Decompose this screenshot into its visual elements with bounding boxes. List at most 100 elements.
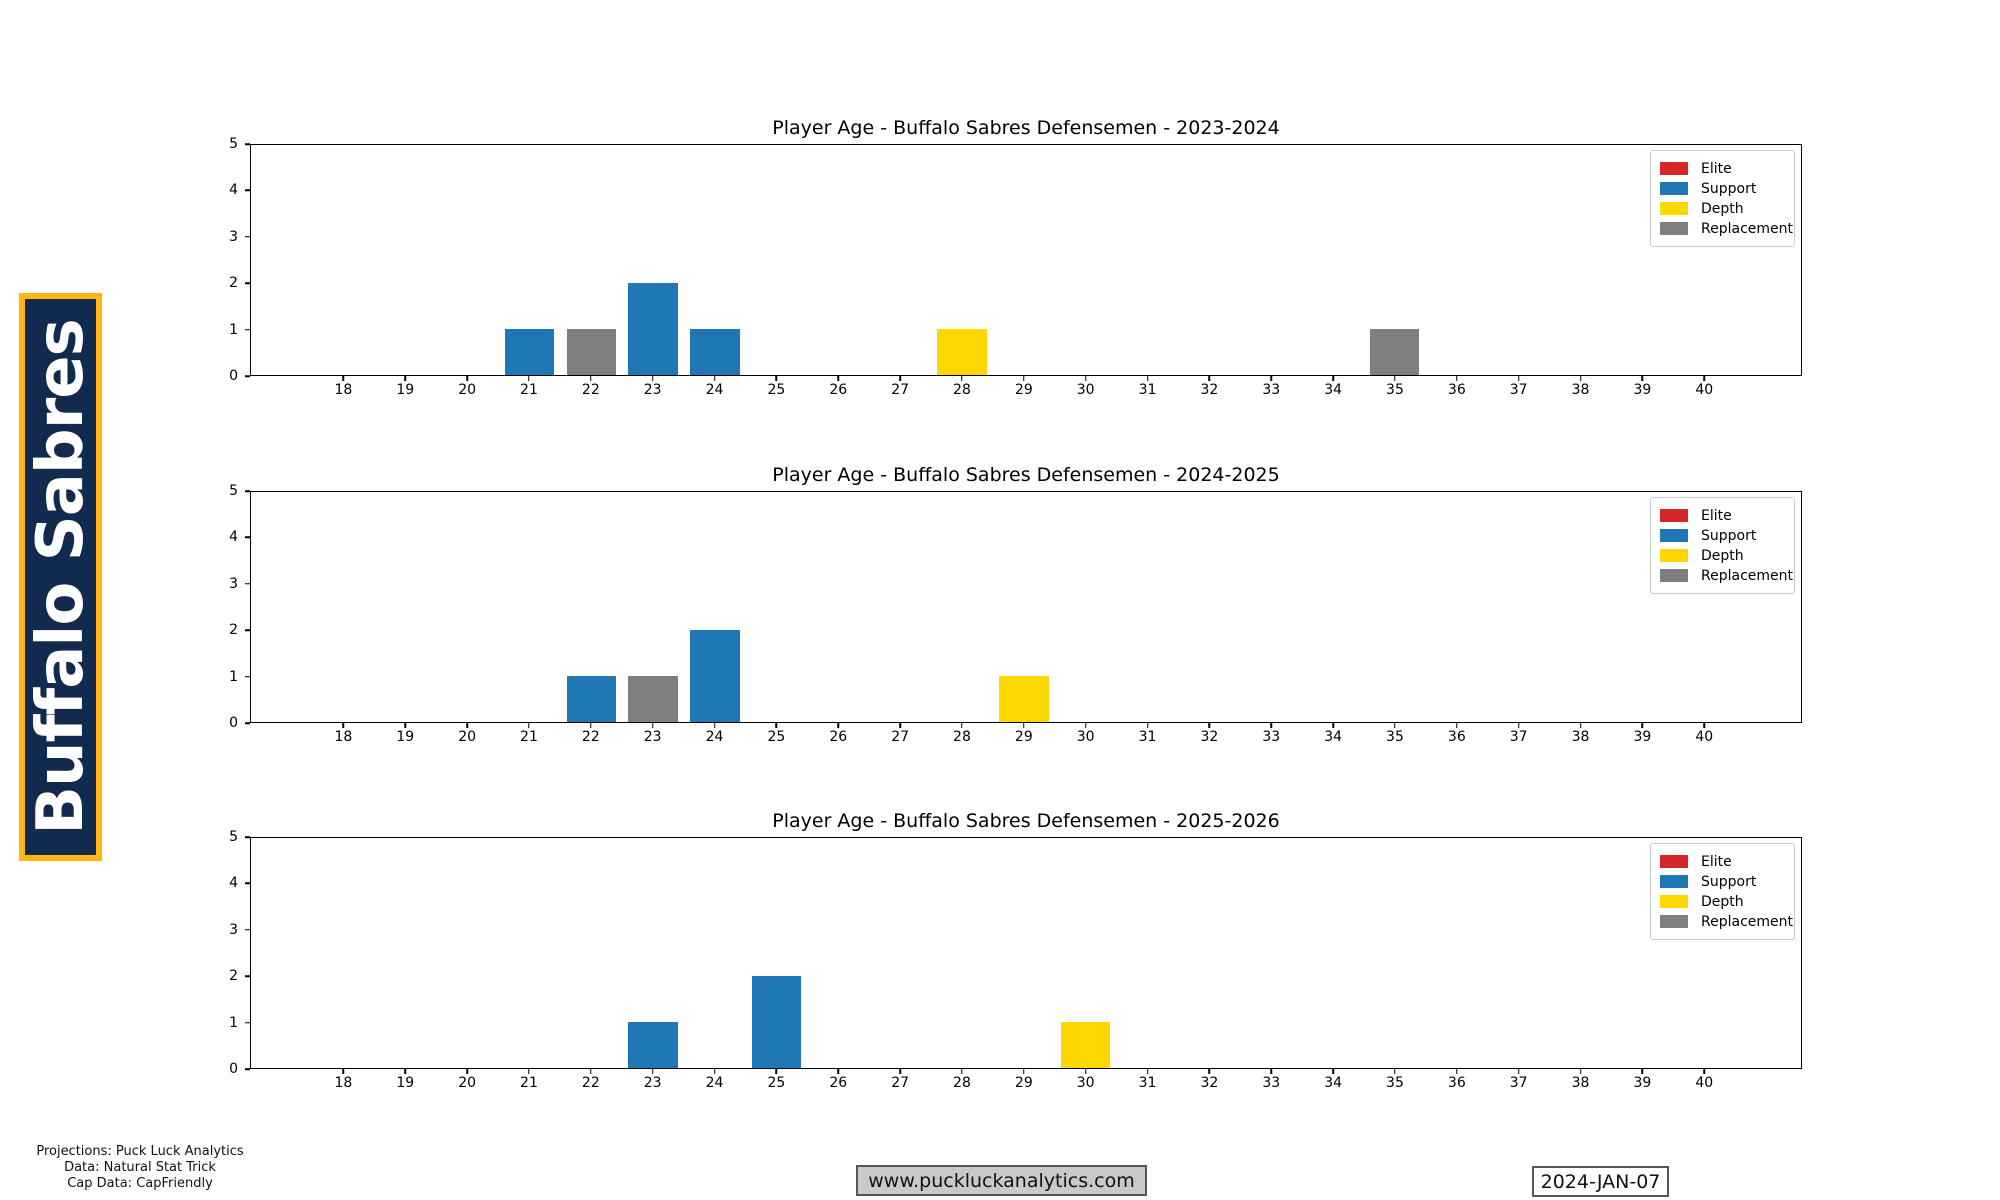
legend-swatch-icon <box>1660 915 1688 928</box>
x-tick-label: 24 <box>705 1075 724 1091</box>
y-tick-label: 1 <box>229 321 238 338</box>
x-tick-label: 32 <box>1200 1075 1219 1091</box>
bar-age-28-depth <box>937 329 987 375</box>
y-tick-label: 5 <box>229 136 238 152</box>
x-tick-label: 38 <box>1571 382 1590 398</box>
x-tick-label: 31 <box>1138 1075 1157 1091</box>
x-tick-label: 35 <box>1386 382 1404 398</box>
legend-label: Replacement <box>1701 567 1793 584</box>
x-tick-label: 27 <box>891 382 910 398</box>
x-tick-mark <box>1641 723 1644 728</box>
y-tick-label: 1 <box>229 668 238 685</box>
bar-age-30-depth <box>1060 1022 1111 1068</box>
legend-entry-replacement: Replacement <box>1660 566 1793 585</box>
y-tick-label: 5 <box>229 829 238 845</box>
x-tick-label: 21 <box>520 729 538 745</box>
x-tick-mark <box>837 1069 839 1074</box>
x-tick-mark <box>1517 723 1520 728</box>
x-tick-label: 30 <box>1076 729 1095 745</box>
team-name: Buffalo Sabres <box>23 319 98 835</box>
x-tick-label: 20 <box>458 1075 477 1091</box>
x-tick-label: 32 <box>1200 382 1219 398</box>
x-tick-mark <box>404 376 406 381</box>
x-tick-mark <box>342 376 345 381</box>
x-tick-label: 23 <box>643 729 662 745</box>
bar-age-22-support <box>566 676 617 722</box>
x-tick-mark <box>1332 376 1334 381</box>
y-tick-label: 3 <box>229 921 238 938</box>
x-tick-mark <box>466 376 468 381</box>
x-tick-label: 18 <box>334 1075 353 1091</box>
x-tick-mark <box>342 1069 345 1074</box>
legend-label: Elite <box>1701 853 1732 870</box>
x-tick-label: 28 <box>953 382 971 398</box>
x-tick-mark <box>961 723 963 728</box>
age-histogram-2023-2024: Player Age - Buffalo Sabres Defensemen -… <box>229 117 1802 397</box>
legend-label: Support <box>1701 873 1757 890</box>
website-box: www.puckluckanalytics.com <box>856 1165 1147 1196</box>
x-tick-label: 22 <box>581 729 600 745</box>
legend-entry-depth: Depth <box>1660 892 1785 911</box>
x-tick-label: 37 <box>1509 1075 1528 1091</box>
x-tick-label: 38 <box>1571 1075 1590 1091</box>
legend-entry-elite: Elite <box>1660 506 1785 525</box>
x-tick-mark <box>466 1069 468 1074</box>
x-tick-mark <box>404 723 406 728</box>
x-tick-mark <box>1703 376 1705 381</box>
legend-entry-depth: Depth <box>1660 199 1785 218</box>
team-banner: Buffalo Sabres <box>19 293 102 861</box>
x-tick-mark <box>1394 1069 1396 1074</box>
chart-title: Player Age - Buffalo Sabres Defensemen -… <box>772 117 1280 139</box>
x-tick-mark <box>1208 1069 1211 1074</box>
x-tick-label: 29 <box>1014 382 1033 398</box>
x-tick-label: 26 <box>829 729 848 745</box>
x-tick-label: 40 <box>1695 1075 1714 1091</box>
x-tick-mark <box>1270 376 1272 381</box>
y-tick-label: 4 <box>229 529 238 546</box>
x-tick-label: 28 <box>953 1075 971 1091</box>
x-tick-label: 25 <box>767 729 786 745</box>
legend-entry-replacement: Replacement <box>1660 219 1793 238</box>
legend-label: Depth <box>1701 200 1744 217</box>
x-tick-mark <box>1332 723 1334 728</box>
legend-swatch-icon <box>1660 895 1688 908</box>
x-tick-label: 25 <box>767 1075 786 1091</box>
x-tick-label: 25 <box>767 382 786 398</box>
y-tick-mark <box>245 1068 250 1070</box>
legend-label: Elite <box>1701 160 1732 177</box>
x-tick-label: 37 <box>1509 382 1528 398</box>
x-tick-label: 29 <box>1014 1075 1033 1091</box>
x-tick-mark <box>837 376 839 381</box>
x-tick-mark <box>1579 376 1582 381</box>
x-tick-label: 21 <box>520 382 538 398</box>
x-tick-mark <box>1208 376 1211 381</box>
y-tick-mark <box>245 328 250 331</box>
legend-label: Elite <box>1701 507 1732 524</box>
bar-age-24-support <box>690 329 740 375</box>
x-tick-label: 34 <box>1324 1075 1343 1091</box>
x-tick-mark <box>899 1069 901 1074</box>
x-tick-mark <box>961 376 963 381</box>
x-tick-label: 18 <box>334 382 353 398</box>
legend-entry-replacement: Replacement <box>1660 912 1793 931</box>
y-tick-label: 2 <box>229 622 238 639</box>
legend-label: Replacement <box>1701 913 1793 930</box>
bar-age-29-depth <box>999 676 1049 722</box>
x-tick-mark <box>1023 1069 1025 1074</box>
x-tick-mark <box>1023 723 1025 728</box>
x-tick-label: 35 <box>1386 1075 1404 1091</box>
x-tick-mark <box>1579 723 1582 728</box>
website-url: www.puckluckanalytics.com <box>868 1169 1135 1192</box>
x-tick-label: 37 <box>1509 729 1528 745</box>
x-tick-mark <box>528 723 530 728</box>
y-tick-label: 5 <box>229 483 238 499</box>
x-tick-mark <box>775 1069 778 1074</box>
chart-title: Player Age - Buffalo Sabres Defensemen -… <box>772 810 1280 832</box>
x-tick-label: 18 <box>334 729 353 745</box>
x-tick-label: 23 <box>643 1075 662 1091</box>
legend-swatch-icon <box>1660 855 1688 868</box>
x-tick-mark <box>651 376 654 381</box>
y-tick-mark <box>245 375 250 377</box>
x-tick-label: 36 <box>1447 729 1466 745</box>
y-tick-mark <box>245 189 250 192</box>
